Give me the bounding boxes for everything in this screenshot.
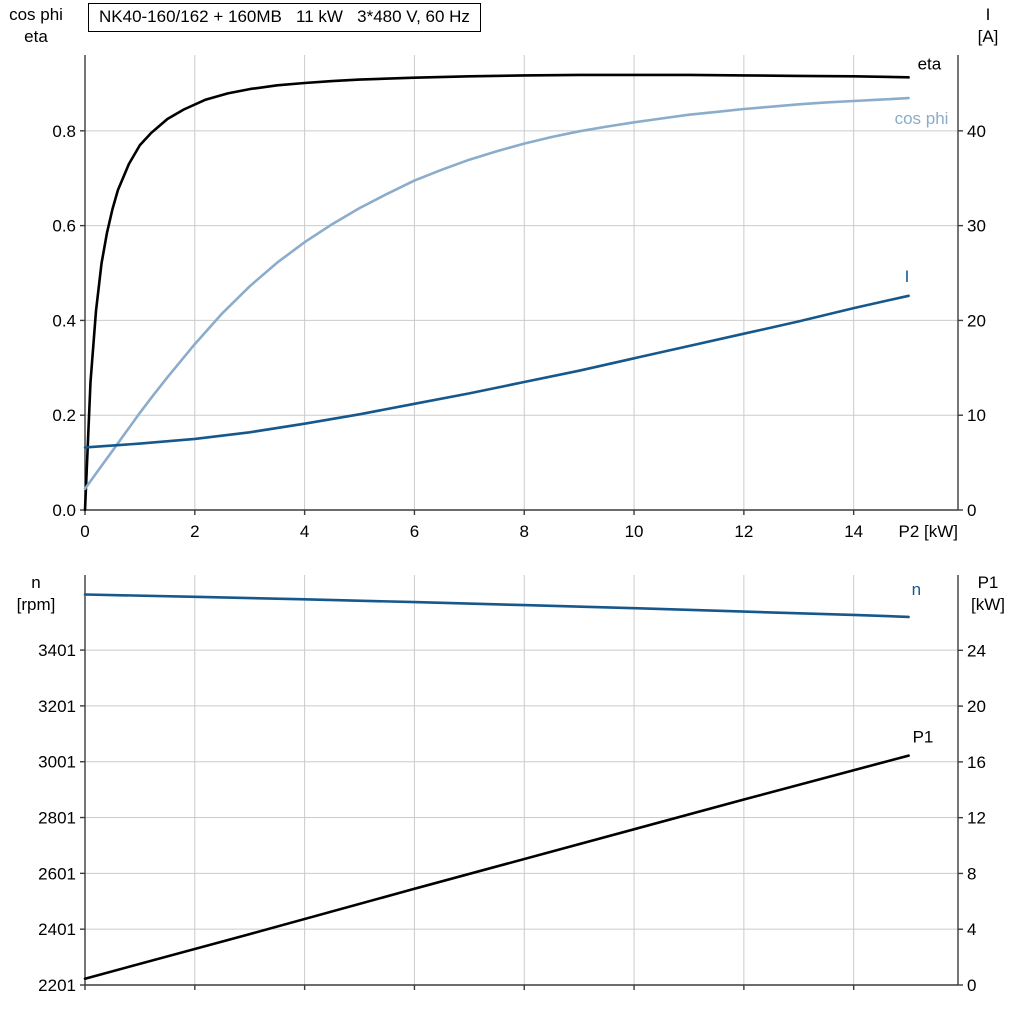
svg-text:0: 0 (967, 501, 976, 520)
svg-text:P1: P1 (978, 573, 999, 592)
svg-text:0.8: 0.8 (52, 122, 76, 141)
svg-text:4: 4 (967, 920, 976, 939)
svg-text:0.4: 0.4 (52, 311, 76, 330)
svg-text:6: 6 (410, 522, 419, 541)
svg-text:0.0: 0.0 (52, 501, 76, 520)
svg-text:24: 24 (967, 641, 986, 660)
svg-text:16: 16 (967, 753, 986, 772)
svg-text:40: 40 (967, 122, 986, 141)
svg-text:0: 0 (967, 976, 976, 995)
svg-text:3001: 3001 (38, 753, 76, 772)
chart-title: NK40-160/162 + 160MB 11 kW 3*480 V, 60 H… (88, 3, 481, 32)
svg-text:20: 20 (967, 311, 986, 330)
svg-text:eta: eta (24, 27, 48, 46)
svg-text:2: 2 (190, 522, 199, 541)
svg-text:0: 0 (80, 522, 89, 541)
svg-text:0.6: 0.6 (52, 217, 76, 236)
svg-text:[kW]: [kW] (971, 595, 1005, 614)
svg-text:10: 10 (625, 522, 644, 541)
svg-text:n: n (31, 573, 40, 592)
svg-text:eta: eta (918, 54, 942, 73)
svg-text:12: 12 (967, 809, 986, 828)
svg-text:12: 12 (734, 522, 753, 541)
svg-text:3201: 3201 (38, 697, 76, 716)
svg-text:[rpm]: [rpm] (17, 595, 56, 614)
svg-text:0.2: 0.2 (52, 406, 76, 425)
svg-text:8: 8 (520, 522, 529, 541)
svg-text:P1: P1 (913, 728, 934, 747)
svg-text:3401: 3401 (38, 641, 76, 660)
svg-text:8: 8 (967, 864, 976, 883)
svg-text:2401: 2401 (38, 920, 76, 939)
svg-text:P2 [kW]: P2 [kW] (898, 522, 958, 541)
svg-text:[A]: [A] (978, 27, 999, 46)
svg-text:2601: 2601 (38, 864, 76, 883)
svg-text:10: 10 (967, 406, 986, 425)
svg-text:cos phi: cos phi (895, 109, 949, 128)
svg-text:I: I (986, 5, 991, 24)
svg-text:30: 30 (967, 217, 986, 236)
svg-text:I: I (905, 267, 910, 286)
svg-text:n: n (912, 580, 921, 599)
svg-text:2201: 2201 (38, 976, 76, 995)
bottom-chart-canvas: 2201 2401 2601 2801 3001 3201 3401 0 4 8 12 16 20 24 n… (17, 573, 1005, 995)
top-chart-canvas: 0 2 4 6 8 10 12 14 P2 [kW] 0.0 0.2 0.4 0.6 0.8 0 10 20 30… (9, 5, 999, 541)
svg-text:4: 4 (300, 522, 309, 541)
svg-text:2801: 2801 (38, 809, 76, 828)
svg-text:cos phi: cos phi (9, 5, 63, 24)
svg-text:20: 20 (967, 697, 986, 716)
svg-text:14: 14 (844, 522, 863, 541)
